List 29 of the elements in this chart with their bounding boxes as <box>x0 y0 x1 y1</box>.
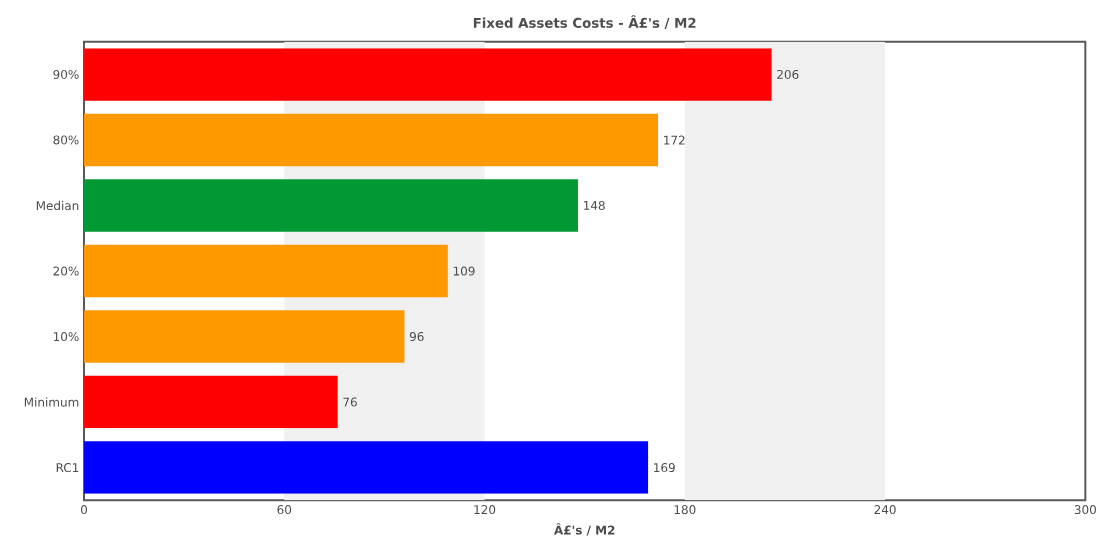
x-tick-label: 180 <box>674 505 696 515</box>
y-tick-label: 80% <box>53 135 79 145</box>
x-tick-label: 60 <box>277 505 292 515</box>
x-tick-label: 120 <box>474 505 496 515</box>
data-label: 148 <box>584 200 605 211</box>
y-tick-label: Median <box>36 200 79 211</box>
data-label: 109 <box>453 266 475 276</box>
data-label: 172 <box>664 135 685 145</box>
bar <box>84 375 338 429</box>
bar <box>84 48 772 101</box>
data-label: 206 <box>777 69 799 79</box>
x-tick-label: 300 <box>1074 505 1096 515</box>
x-axis-title: Â£'s / M2 <box>553 523 615 536</box>
y-tick-label: 10% <box>53 331 79 342</box>
y-tick-label: 90% <box>53 69 79 79</box>
bar <box>84 310 405 363</box>
y-tick-label: Minimum <box>24 397 79 407</box>
bar <box>84 179 578 232</box>
x-tick-label: 0 <box>80 505 88 515</box>
chart-title: Fixed Assets Costs - Â£'s / M2 <box>473 15 696 29</box>
y-tick-label: 20% <box>53 266 79 276</box>
data-label: 76 <box>343 397 357 407</box>
bar <box>84 113 659 167</box>
y-tick-label: RC1 <box>56 463 79 473</box>
data-label: 96 <box>409 331 424 342</box>
x-tick-label: 240 <box>874 505 896 515</box>
bar <box>84 441 649 494</box>
bar <box>84 244 448 298</box>
data-label: 169 <box>654 463 675 473</box>
